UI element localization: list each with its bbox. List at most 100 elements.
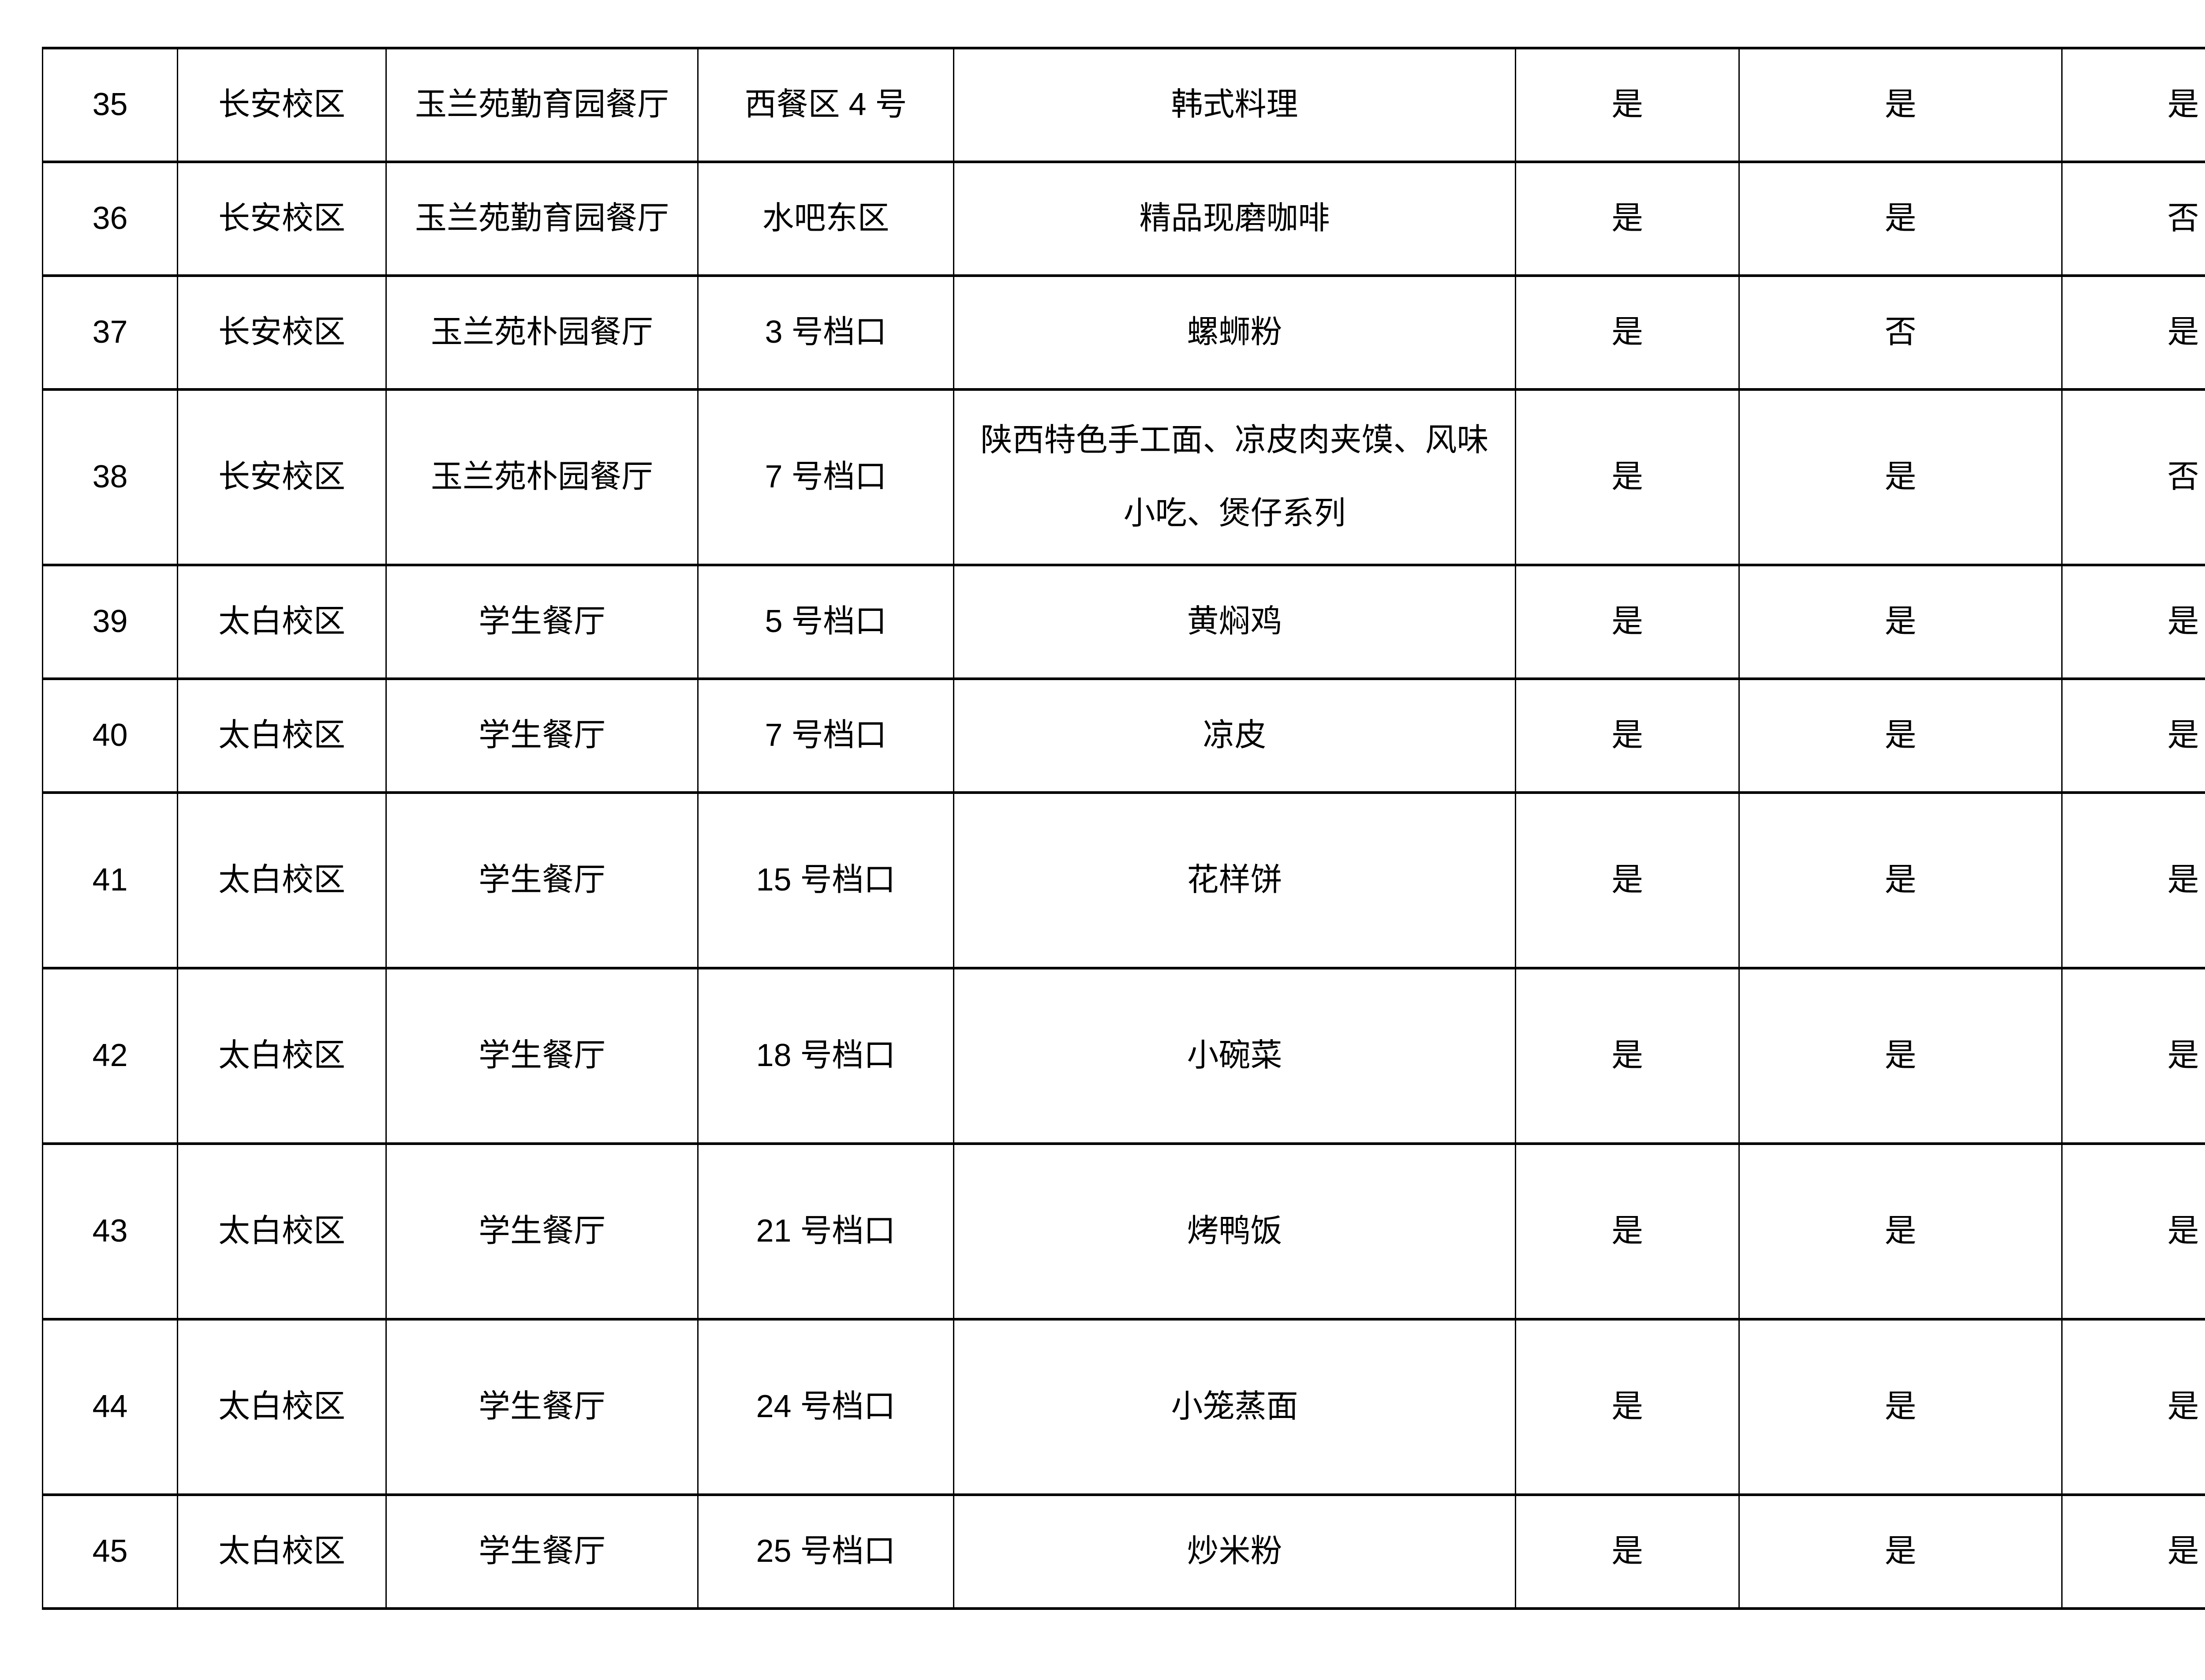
row-number-cell: 35 <box>42 47 178 163</box>
stall-cell: 15 号档口 <box>697 791 954 969</box>
row-number-cell: 43 <box>42 1142 178 1321</box>
table-row: 44 太白校区 学生餐厅 24 号档口 小笼蒸面 是 是 是 冰柜、操作台、调料… <box>42 1318 2205 1496</box>
canteen-cell: 玉兰苑朴园餐厅 <box>385 388 699 566</box>
flag2-cell: 是 <box>1738 1142 2063 1321</box>
cuisine-cell: 凉皮 <box>953 677 1516 794</box>
flag1-cell: 是 <box>1515 1493 1740 1610</box>
stall-cell: 24 号档口 <box>697 1318 954 1496</box>
flag3-cell: 是 <box>2061 967 2205 1145</box>
row-number-cell: 39 <box>42 564 178 680</box>
table-row: 36 长安校区 玉兰苑勤育园餐厅 水吧东区 精品现磨咖啡 是 是 否 无 <box>42 161 2205 277</box>
row-number-cell: 38 <box>42 388 178 566</box>
cuisine-cell: 螺蛳粉 <box>953 274 1516 391</box>
stall-cell: 5 号档口 <box>697 564 954 680</box>
campus-cell: 太白校区 <box>177 677 387 794</box>
table-row: 45 太白校区 学生餐厅 25 号档口 炒米粉 是 是 是 冰柜、操作台、调料柜… <box>42 1493 2205 1610</box>
canteen-cell: 玉兰苑朴园餐厅 <box>385 274 699 391</box>
flag2-cell: 是 <box>1738 388 2063 566</box>
flag1-cell: 是 <box>1515 47 1740 163</box>
table-row: 35 长安校区 玉兰苑勤育园餐厅 西餐区 4 号 韩式料理 是 是 是 冰柜、操… <box>42 47 2205 163</box>
campus-cell: 长安校区 <box>177 161 387 277</box>
cuisine-cell: 黄焖鸡 <box>953 564 1516 680</box>
cuisine-cell: 小碗菜 <box>953 967 1516 1145</box>
flag2-cell: 是 <box>1738 1493 2063 1610</box>
canteen-stalls-table: 35 长安校区 玉兰苑勤育园餐厅 西餐区 4 号 韩式料理 是 是 是 冰柜、操… <box>42 47 2205 1610</box>
cuisine-cell: 炒米粉 <box>953 1493 1516 1610</box>
flag1-cell: 是 <box>1515 1142 1740 1321</box>
flag2-cell: 是 <box>1738 677 2063 794</box>
flag1-cell: 是 <box>1515 967 1740 1145</box>
row-number-cell: 41 <box>42 791 178 969</box>
campus-cell: 太白校区 <box>177 1493 387 1610</box>
flag1-cell: 是 <box>1515 791 1740 969</box>
flag3-cell: 是 <box>2061 791 2205 969</box>
canteen-cell: 玉兰苑勤育园餐厅 <box>385 47 699 163</box>
flag2-cell: 是 <box>1738 161 2063 277</box>
campus-cell: 太白校区 <box>177 791 387 969</box>
table-row: 43 太白校区 学生餐厅 21 号档口 烤鸭饭 是 是 是 冰柜、操作台、调料柜… <box>42 1142 2205 1321</box>
cuisine-cell: 烤鸭饭 <box>953 1142 1516 1321</box>
table-row: 42 太白校区 学生餐厅 18 号档口 小碗菜 是 是 是 冰柜、操作台、调料柜… <box>42 967 2205 1145</box>
campus-cell: 长安校区 <box>177 274 387 391</box>
stall-cell: 西餐区 4 号 <box>697 47 954 163</box>
canteen-cell: 学生餐厅 <box>385 967 699 1145</box>
canteen-cell: 学生餐厅 <box>385 677 699 794</box>
row-number-cell: 44 <box>42 1318 178 1496</box>
flag3-cell: 是 <box>2061 274 2205 391</box>
row-number-cell: 42 <box>42 967 178 1145</box>
flag3-cell: 是 <box>2061 1142 2205 1321</box>
cuisine-cell: 花样饼 <box>953 791 1516 969</box>
flag2-cell: 是 <box>1738 791 2063 969</box>
stall-cell: 水吧东区 <box>697 161 954 277</box>
cuisine-cell: 韩式料理 <box>953 47 1516 163</box>
campus-cell: 长安校区 <box>177 47 387 163</box>
campus-cell: 太白校区 <box>177 967 387 1145</box>
table-row: 38 长安校区 玉兰苑朴园餐厅 7 号档口 陕西特色手工面、凉皮肉夹馍、风味 小… <box>42 388 2205 566</box>
flag2-cell: 是 <box>1738 1318 2063 1496</box>
flag2-cell: 是 <box>1738 564 2063 680</box>
flag3-cell: 是 <box>2061 564 2205 680</box>
stall-cell: 7 号档口 <box>697 677 954 794</box>
flag3-cell: 是 <box>2061 1318 2205 1496</box>
row-number-cell: 37 <box>42 274 178 391</box>
stall-cell: 7 号档口 <box>697 388 954 566</box>
cuisine-cell: 陕西特色手工面、凉皮肉夹馍、风味 小吃、煲仔系列 <box>953 388 1516 566</box>
flag1-cell: 是 <box>1515 1318 1740 1496</box>
canteen-cell: 学生餐厅 <box>385 1318 699 1496</box>
campus-cell: 太白校区 <box>177 564 387 680</box>
table-row: 37 长安校区 玉兰苑朴园餐厅 3 号档口 螺蛳粉 是 否 是 操作台、调料柜、… <box>42 274 2205 391</box>
cuisine-cell: 精品现磨咖啡 <box>953 161 1516 277</box>
campus-cell: 太白校区 <box>177 1142 387 1321</box>
flag3-cell: 是 <box>2061 1493 2205 1610</box>
row-number-cell: 45 <box>42 1493 178 1610</box>
flag1-cell: 是 <box>1515 388 1740 566</box>
canteen-cell: 学生餐厅 <box>385 564 699 680</box>
campus-cell: 太白校区 <box>177 1318 387 1496</box>
cuisine-cell: 小笼蒸面 <box>953 1318 1516 1496</box>
canteen-cell: 学生餐厅 <box>385 1142 699 1321</box>
flag3-cell: 否 <box>2061 161 2205 277</box>
stall-cell: 3 号档口 <box>697 274 954 391</box>
row-number-cell: 36 <box>42 161 178 277</box>
canteen-cell: 学生餐厅 <box>385 1493 699 1610</box>
flag2-cell: 是 <box>1738 967 2063 1145</box>
canteen-cell: 学生餐厅 <box>385 791 699 969</box>
table-row: 40 太白校区 学生餐厅 7 号档口 凉皮 是 是 是 冰柜、操作台、调料柜、四… <box>42 677 2205 794</box>
flag3-cell: 否 <box>2061 388 2205 566</box>
row-number-cell: 40 <box>42 677 178 794</box>
stall-cell: 18 号档口 <box>697 967 954 1145</box>
table-row: 39 太白校区 学生餐厅 5 号档口 黄焖鸡 是 是 是 冰柜、操作台、调料柜、… <box>42 564 2205 680</box>
flag3-cell: 是 <box>2061 677 2205 794</box>
flag1-cell: 是 <box>1515 161 1740 277</box>
flag1-cell: 是 <box>1515 677 1740 794</box>
flag1-cell: 是 <box>1515 564 1740 680</box>
canteen-cell: 玉兰苑勤育园餐厅 <box>385 161 699 277</box>
stall-cell: 25 号档口 <box>697 1493 954 1610</box>
flag2-cell: 是 <box>1738 47 2063 163</box>
flag2-cell: 否 <box>1738 274 2063 391</box>
table-row: 41 太白校区 学生餐厅 15 号档口 花样饼 是 是 是 冰柜、操作台、调料柜… <box>42 791 2205 969</box>
campus-cell: 长安校区 <box>177 388 387 566</box>
flag3-cell: 是 <box>2061 47 2205 163</box>
flag1-cell: 是 <box>1515 274 1740 391</box>
